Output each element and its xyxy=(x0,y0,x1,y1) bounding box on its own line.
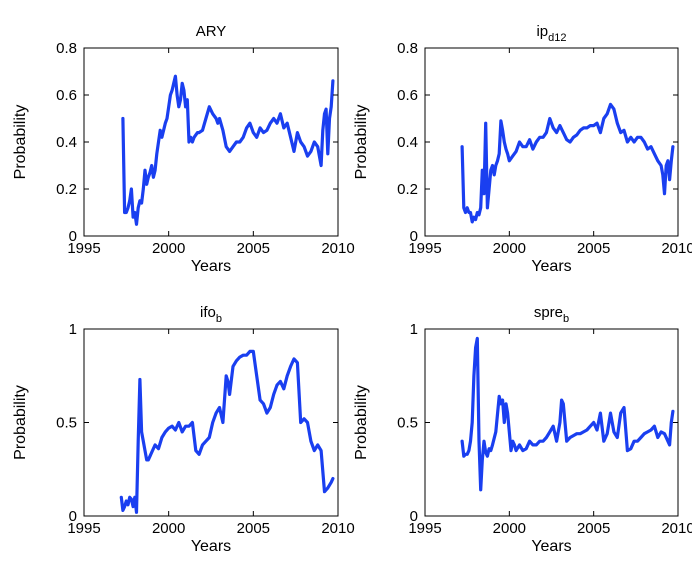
y-tick-label: 1 xyxy=(69,321,77,338)
y-tick-label: 0.8 xyxy=(56,40,77,57)
x-tick-label: 2005 xyxy=(237,240,270,257)
x-tick-label: 2000 xyxy=(152,240,185,257)
x-tick-label: 2005 xyxy=(577,240,610,257)
x-tick-label: 2010 xyxy=(321,520,354,537)
x-tick-label: 2005 xyxy=(237,520,270,537)
y-tick-label: 0.6 xyxy=(56,87,77,104)
x-axis-label: Years xyxy=(191,538,231,555)
subplot-title: ifob xyxy=(200,304,222,325)
y-tick-label: 0.5 xyxy=(56,415,77,432)
x-tick-label: 1995 xyxy=(408,520,441,537)
y-tick-label: 0 xyxy=(410,228,418,245)
series-line-4-1 xyxy=(460,336,675,492)
x-tick-label: 1995 xyxy=(67,520,100,537)
subplot-1: 1995 2000 2005 2010 0 0.2 0.4 0.6 0.8 ARY Years Pro… xyxy=(12,23,355,275)
subplot-title-subscript: b xyxy=(216,313,222,325)
y-axis-label: Probability xyxy=(353,105,370,180)
subplot-title: ARY xyxy=(196,23,227,40)
x-tick-label: 2005 xyxy=(577,520,610,537)
y-tick-label: 0.6 xyxy=(397,87,418,104)
y-tick-label: 0 xyxy=(410,508,418,525)
x-tick-label: 2010 xyxy=(661,520,692,537)
x-tick-label: 2000 xyxy=(493,240,526,257)
x-axis-label: Years xyxy=(531,258,571,275)
series-line-1-1 xyxy=(121,74,335,226)
x-tick-label: 2010 xyxy=(661,240,692,257)
y-axis-label: Probability xyxy=(12,105,29,180)
x-tick-label: 2000 xyxy=(493,520,526,537)
x-tick-label: 1995 xyxy=(408,240,441,257)
series-line-3-1 xyxy=(119,349,335,514)
y-tick-label: 0.8 xyxy=(397,40,418,57)
subplot-3: 1995 2000 2005 2010 0 0.5 1 ifob Years Probabilit… xyxy=(12,304,355,555)
plot-area-frame xyxy=(424,328,679,517)
subplot-title-subscript: b xyxy=(563,313,569,325)
y-tick-label: 0 xyxy=(69,508,77,525)
y-tick-label: 0.4 xyxy=(56,134,77,151)
subplot-title-main: ip xyxy=(536,23,548,40)
x-tick-label: 1995 xyxy=(67,240,100,257)
subplot-title: spreb xyxy=(534,304,569,325)
x-axis-label: Years xyxy=(191,258,231,275)
y-axis-label: Probability xyxy=(12,385,29,460)
x-tick-label: 2010 xyxy=(321,240,354,257)
x-tick-label: 2000 xyxy=(152,520,185,537)
subplot-title-main: spre xyxy=(534,304,563,321)
y-tick-label: 0.4 xyxy=(397,134,418,151)
subplot-2: 1995 2000 2005 2010 0 0.2 0.4 0.6 0.8 ipd12 Years P… xyxy=(353,23,692,275)
series-line-2-1 xyxy=(460,102,675,224)
y-tick-label: 0.2 xyxy=(56,181,77,198)
x-axis-label: Years xyxy=(531,538,571,555)
y-tick-label: 0.5 xyxy=(397,415,418,432)
y-tick-label: 0 xyxy=(69,228,77,245)
subplot-title-main: ARY xyxy=(196,23,227,40)
y-tick-label: 1 xyxy=(410,321,418,338)
y-tick-label: 0.2 xyxy=(397,181,418,198)
y-axis-label: Probability xyxy=(353,385,370,460)
subplot-title-subscript: d12 xyxy=(548,32,566,44)
subplot-4: 1995 2000 2005 2010 0 0.5 1 spreb Years Probabili… xyxy=(353,304,692,555)
subplot-title: ipd12 xyxy=(536,23,566,44)
subplot-title-main: ifo xyxy=(200,304,216,321)
